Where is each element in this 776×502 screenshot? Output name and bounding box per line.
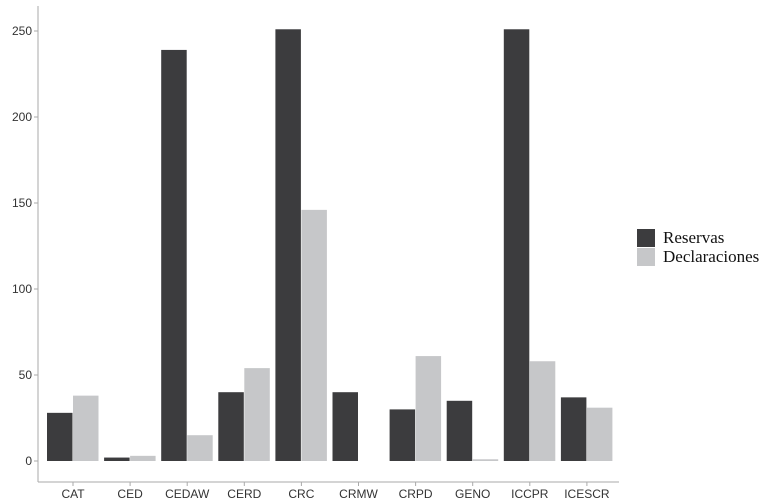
bar-reservas-cedaw [161,49,187,462]
bar-reservas-crmw [332,392,358,461]
legend-swatch-declaraciones [637,248,655,266]
legend-label-reservas: Reservas [663,228,724,247]
x-tick-label: CERD [227,487,261,501]
bar-declaraciones-cedaw [187,435,213,461]
y-tick-label: 200 [12,110,32,124]
bar-declaraciones-ced [130,455,156,461]
bar-reservas-ced [104,457,130,461]
x-tick-label: CRC [288,487,314,501]
bar-reservas-cat [47,412,73,461]
y-tick-label: 50 [19,368,33,382]
x-tick-label: GENO [455,487,490,501]
x-tick-label: CRPD [399,487,433,501]
legend-label-declaraciones: Declaraciones [663,247,759,266]
y-tick-label: 250 [12,24,32,38]
y-tick-label: 0 [25,454,32,468]
x-tick-label: CED [117,487,143,501]
x-tick-label: ICCPR [511,487,549,501]
legend-swatch-reservas [637,229,655,247]
bar-reservas-geno [446,400,473,461]
bar-reservas-crc [275,29,301,462]
x-tick-label: ICESCR [564,487,610,501]
bar-declaraciones-icescr [586,407,613,461]
y-tick-label: 100 [12,282,32,296]
y-tick-label: 150 [12,196,32,210]
bar-declaraciones-crpd [415,356,442,461]
bar-declaraciones-crc [301,209,327,461]
x-tick-label: CRMW [339,487,378,501]
x-tick-label: CEDAW [165,487,210,501]
bar-reservas-crpd [389,409,416,461]
bar-declaraciones-geno [472,459,499,461]
bar-reservas-icescr [560,397,587,461]
bar-declaraciones-cat [73,395,99,461]
plot-area: 0 50 100 150 200 250 CAT CED CEDAW CERD CRC CRMW CRP… [12,6,619,501]
bar-declaraciones-cerd [244,368,270,461]
bar-reservas-cerd [218,392,244,461]
bar-declaraciones-iccpr [529,361,556,461]
x-tick-label: CAT [61,487,85,501]
bar-reservas-iccpr [503,29,530,462]
